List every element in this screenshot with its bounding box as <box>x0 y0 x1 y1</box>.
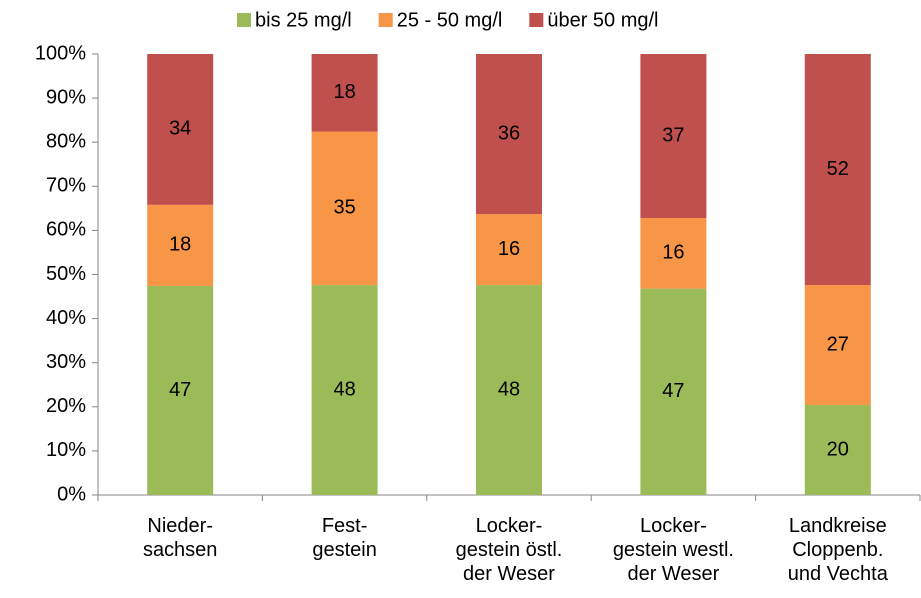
data-label: 27 <box>827 333 849 355</box>
x-tick-label: Locker-gestein östl. der Weser <box>456 515 563 585</box>
x-tick-label-line: gestein westl. <box>613 539 734 561</box>
data-label: 36 <box>498 122 520 144</box>
x-tick-label-line: und Vechta <box>788 563 889 585</box>
x-tick-label: Fest-gestein <box>312 515 377 561</box>
bar-segment <box>804 405 871 495</box>
bar-segment <box>311 131 378 286</box>
data-label: 52 <box>827 158 849 180</box>
y-tick-label: 70% <box>46 175 86 197</box>
x-tick-label: Landkreise Cloppenb. und Vechta <box>788 515 889 585</box>
legend-label: 25 - 50 mg/l <box>397 9 503 31</box>
bar-segment <box>476 54 542 215</box>
y-tick-label: 20% <box>46 395 86 417</box>
x-tick-label-line: gestein östl. <box>456 539 563 561</box>
bar-segment <box>476 285 542 495</box>
x-tick-label-line: Landkreise <box>789 515 887 537</box>
bar-segment <box>476 214 542 286</box>
bar-segment <box>311 54 378 132</box>
data-label: 47 <box>662 380 684 402</box>
bar-segment <box>640 54 707 219</box>
legend-label: bis 25 mg/l <box>255 9 352 31</box>
x-tick-label-line: der Weser <box>463 563 555 585</box>
data-label: 48 <box>333 378 355 400</box>
data-label: 48 <box>498 378 520 400</box>
bar-segment <box>147 54 214 205</box>
x-tick-label-line: sachsen <box>143 539 218 561</box>
legend-label: über 50 mg/l <box>547 9 658 31</box>
bar-segment <box>147 285 214 495</box>
x-tick-label-line: Locker- <box>640 515 707 537</box>
x-tick-label-line: Locker- <box>476 515 543 537</box>
y-tick-label: 30% <box>46 351 86 373</box>
x-tick-label-line: Cloppenb. <box>792 539 883 561</box>
y-tick-label: 10% <box>46 439 86 461</box>
legend-swatch <box>529 13 544 27</box>
bar-segment <box>311 285 378 495</box>
y-tick-label: 100% <box>35 42 86 64</box>
y-tick-label: 50% <box>46 263 86 285</box>
x-tick-label-line: gestein <box>312 539 377 561</box>
data-label: 16 <box>498 238 520 260</box>
data-label: 18 <box>169 234 191 256</box>
y-tick-label: 90% <box>46 86 86 108</box>
bar-segment <box>640 288 707 495</box>
bar-segment <box>804 285 871 406</box>
legend-swatch <box>378 13 393 27</box>
data-label: 35 <box>333 197 355 219</box>
y-tick-label: 60% <box>46 219 86 241</box>
x-tick-label-line: der Weser <box>627 563 719 585</box>
data-label: 18 <box>333 81 355 103</box>
data-label: 20 <box>827 438 849 460</box>
y-tick-label: 40% <box>46 307 86 329</box>
data-label: 16 <box>662 242 684 264</box>
data-label: 34 <box>169 118 191 140</box>
y-tick-label: 80% <box>46 130 86 152</box>
bar-segment <box>804 54 871 286</box>
bar-segment <box>147 204 214 286</box>
x-tick-label-line: Nieder- <box>147 515 213 537</box>
x-tick-label-line: Fest- <box>322 515 368 537</box>
data-label: 47 <box>169 379 191 401</box>
x-tick-label: Nieder-sachsen <box>143 515 218 561</box>
data-label: 37 <box>662 124 684 146</box>
y-tick-label: 0% <box>57 483 86 505</box>
bar-segment <box>640 218 707 289</box>
legend-swatch <box>237 13 251 27</box>
x-tick-label: Locker-gestein westl. der Weser <box>613 515 734 585</box>
